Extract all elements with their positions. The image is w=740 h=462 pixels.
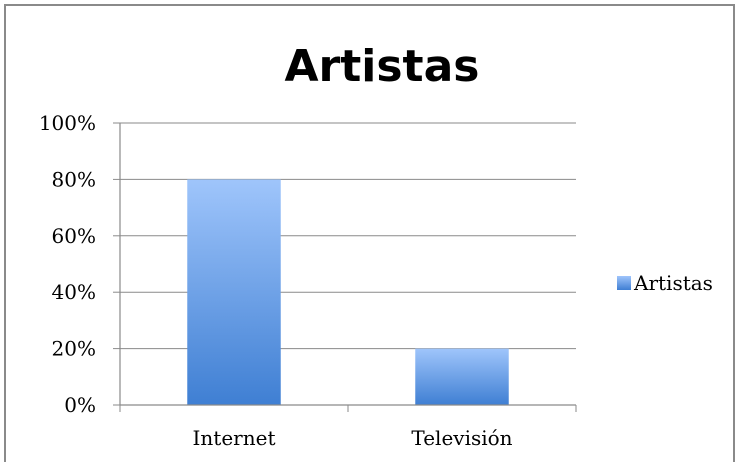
y-tick-label: 40%	[52, 280, 96, 304]
y-tick-label: 80%	[52, 167, 96, 191]
legend-marker	[617, 276, 631, 290]
x-ticks: Internet Televisión	[119, 405, 577, 450]
y-tick-label: 20%	[52, 337, 96, 361]
x-tick-label: Televisión	[411, 426, 512, 450]
y-tick-label: 60%	[52, 224, 96, 248]
bars	[187, 179, 509, 405]
bar-television	[415, 348, 509, 405]
legend: Artistas	[617, 271, 713, 295]
legend-label: Artistas	[633, 271, 713, 295]
y-tick-label: 0%	[64, 393, 96, 417]
y-ticks: 0% 20% 40% 60% 80% 100%	[39, 111, 120, 417]
chart-border	[4, 4, 735, 462]
bar-internet	[187, 179, 281, 405]
y-tick-label: 100%	[39, 111, 96, 135]
chart-title: Artistas	[285, 41, 480, 92]
x-tick-label: Internet	[193, 426, 276, 450]
